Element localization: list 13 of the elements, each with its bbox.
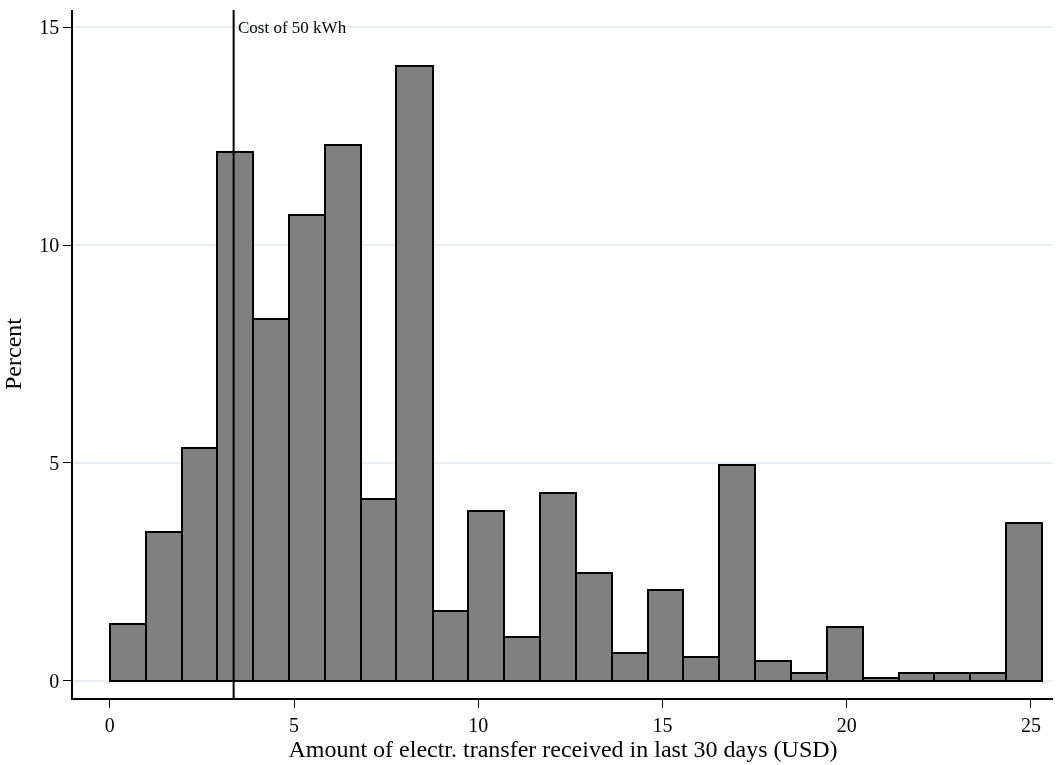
y-tick-label: 5: [49, 451, 60, 474]
x-tick-label: 25: [1020, 713, 1041, 736]
ref-line-label: Cost of 50 kWh: [238, 18, 347, 37]
y-tick-label: 15: [39, 16, 60, 39]
y-tick-label: 0: [49, 669, 60, 692]
x-tick-label: 20: [836, 713, 857, 736]
y-axis-title: Percent: [0, 317, 26, 390]
x-tick-label: 0: [104, 713, 115, 736]
x-tick-label: 10: [468, 713, 489, 736]
x-tick-label: 15: [652, 713, 673, 736]
x-axis-title: Amount of electr. transfer received in last 30 days (USD): [288, 735, 838, 762]
x-tick-label: 5: [289, 713, 300, 736]
y-tick-label: 10: [39, 234, 60, 257]
